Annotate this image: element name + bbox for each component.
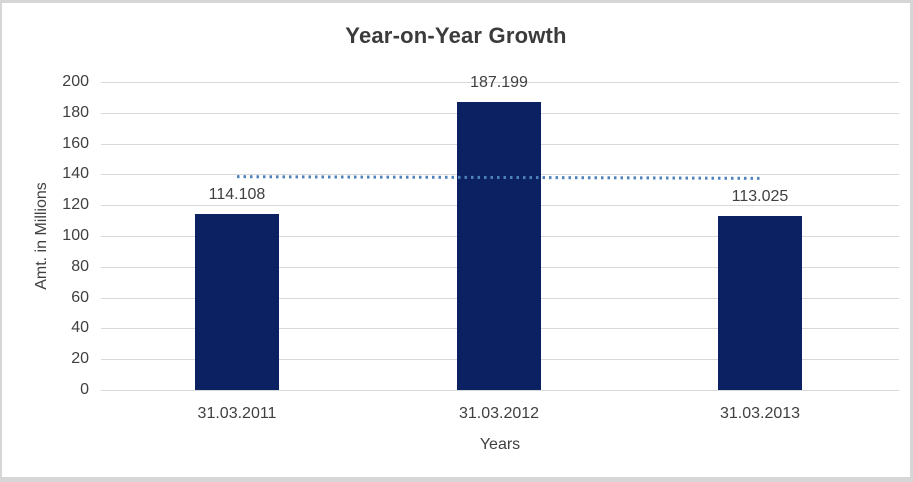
x-axis-category-label: 31.03.2012 [458, 405, 540, 422]
bar-data-label: 113.025 [731, 187, 789, 205]
y-axis-tick-label: 100 [62, 227, 89, 244]
trendline [236, 174, 761, 180]
bar [718, 215, 802, 390]
y-axis-tick-label: 200 [62, 73, 89, 90]
chart-title: Year-on-Year Growth [345, 23, 567, 48]
gridline [101, 390, 899, 391]
y-axis-tick-label: 40 [71, 319, 89, 337]
y-axis-tick-label: 120 [62, 196, 89, 214]
y-axis-tick-label: 160 [62, 134, 89, 152]
y-axis-tick-label: 180 [62, 103, 89, 121]
x-axis-category-label: 31.03.2011 [197, 405, 277, 422]
y-axis-tick-label: 20 [71, 350, 89, 368]
bar-data-label: 114.108 [208, 186, 266, 204]
y-axis-tick-label: 0 [80, 381, 89, 398]
bar [457, 101, 541, 390]
x-axis-title: Years [479, 436, 521, 453]
gridline [101, 82, 899, 83]
x-axis-category-label: 31.03.2013 [719, 405, 801, 422]
y-axis-tick-label: 80 [71, 257, 89, 275]
bar-data-label: 187.199 [470, 73, 528, 91]
y-axis-tick-label: 60 [71, 288, 89, 306]
plot-area: 0 20 40 60 80 100 120 140 160 180 200 114.108 31.03.… [62, 74, 899, 453]
bar [195, 214, 279, 390]
y-axis-tick-label: 140 [62, 165, 89, 183]
